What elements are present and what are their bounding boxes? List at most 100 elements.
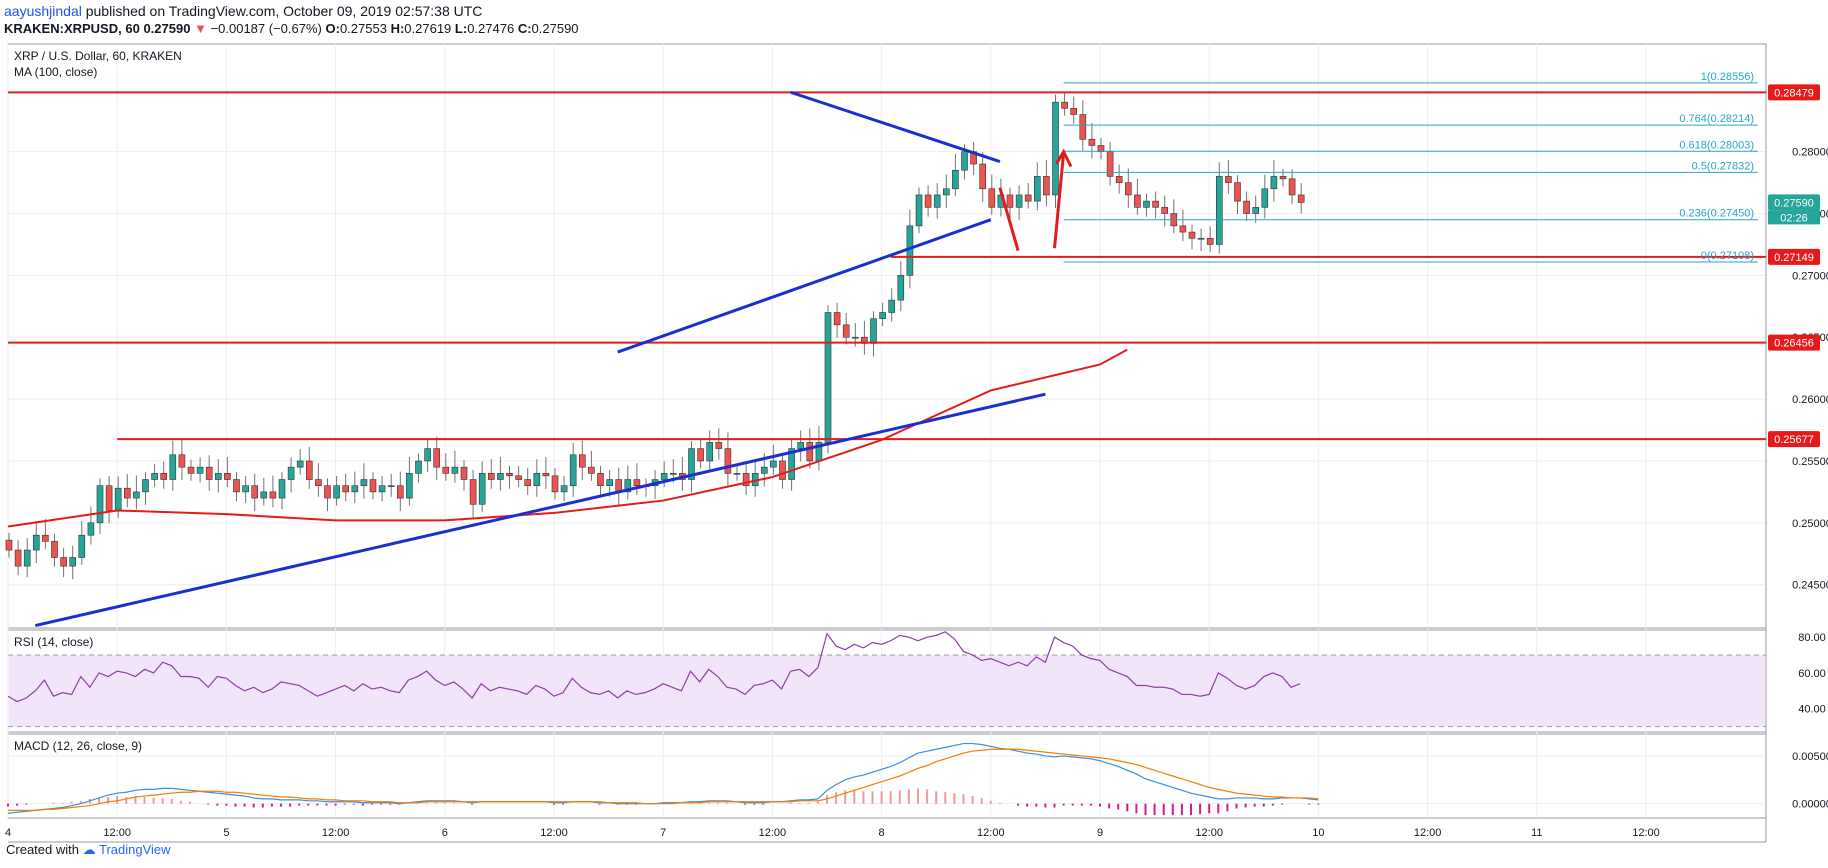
candle-down	[1116, 176, 1122, 182]
candle-down	[925, 195, 931, 207]
candle-up	[288, 467, 294, 479]
candle-down	[1180, 226, 1186, 232]
price-tag-label: 0.26456	[1774, 338, 1814, 350]
x-tick-label: 12:00	[103, 827, 131, 839]
candle-up	[962, 152, 968, 171]
candle-down	[488, 473, 494, 479]
y-tick-label: 0.25000	[1792, 518, 1828, 530]
candle-down	[834, 312, 840, 324]
candle-down	[716, 442, 722, 448]
candle-up	[943, 189, 949, 195]
candle-up	[379, 486, 385, 492]
price-tags: 0.28479 0.27590 0.27149 0.26456 0.25677 02:26	[1768, 84, 1820, 447]
candle-up	[661, 473, 667, 479]
candle-down	[980, 164, 986, 189]
candle-up	[361, 480, 367, 486]
footer: Created with ☁ TradingView	[6, 842, 171, 858]
candle-up	[170, 455, 176, 480]
candle-down	[698, 449, 704, 461]
candle-down	[1125, 183, 1131, 195]
candle-up	[561, 486, 567, 492]
candle-down	[1162, 207, 1168, 213]
ma-legend: MA (100, close)	[14, 65, 97, 79]
candle-up	[152, 473, 158, 479]
candle-down	[1025, 195, 1031, 201]
candle-down	[315, 480, 321, 486]
candle-down	[42, 535, 48, 541]
candle-down	[443, 467, 449, 473]
candle-up	[279, 480, 285, 499]
candle-down	[725, 449, 731, 474]
x-tick-label: 12:00	[1632, 827, 1660, 839]
x-tick-label: 10	[1312, 827, 1324, 839]
fib-label: 1(0.28556)	[1701, 71, 1754, 83]
candle-down	[1225, 176, 1231, 182]
candle-down	[1007, 195, 1013, 207]
x-tick-label: 12:00	[1414, 827, 1442, 839]
candle-up	[215, 473, 221, 479]
candle-up	[425, 449, 431, 461]
candle-down	[598, 473, 604, 485]
x-tick-label: 7	[660, 827, 666, 839]
candle-down	[224, 473, 230, 479]
candle-down	[461, 467, 467, 479]
candle-down	[1071, 108, 1077, 114]
candle-up	[79, 535, 85, 557]
macd-tick-label: 0.00500	[1792, 751, 1828, 763]
x-tick-label: 9	[1097, 827, 1103, 839]
candle-down	[343, 486, 349, 492]
candle-down	[252, 486, 258, 498]
x-tick-label: 5	[223, 827, 229, 839]
candle-up	[33, 535, 39, 550]
candle-up	[798, 442, 804, 448]
candle-up	[952, 170, 958, 189]
main-pane	[8, 44, 1766, 628]
candle-up	[1016, 195, 1022, 207]
candle-down	[1235, 183, 1241, 202]
candle-down	[579, 455, 585, 467]
candle-down	[588, 467, 594, 473]
rsi-tick-label: 60.00	[1798, 668, 1826, 680]
candle-down	[370, 480, 376, 492]
candle-down	[1043, 176, 1049, 195]
candle-down	[397, 486, 403, 498]
y-tick-label: 0.24500	[1792, 580, 1828, 592]
candle-down	[1289, 179, 1295, 195]
candle-up	[416, 461, 422, 473]
candle-up	[570, 455, 576, 486]
candle-up	[497, 473, 503, 479]
candle-down	[61, 557, 67, 566]
fib-label: 0.618(0.28003)	[1679, 139, 1754, 151]
tradingview-link[interactable]: TradingView	[99, 842, 171, 857]
price-tag-label: 0.27149	[1774, 252, 1814, 264]
candle-down	[1153, 201, 1159, 207]
candle-up	[534, 473, 540, 485]
candle-up	[297, 461, 303, 467]
rsi-tick-label: 40.00	[1798, 704, 1826, 716]
candle-up	[97, 486, 103, 523]
y-tick-label: 0.28000	[1792, 147, 1828, 159]
candle-up	[916, 195, 922, 226]
main-title: XRP / U.S. Dollar, 60, KRAKEN	[14, 49, 182, 63]
candle-down	[1080, 115, 1086, 140]
candle-up	[352, 486, 358, 492]
candle-up	[607, 480, 613, 486]
candle-up	[707, 442, 713, 461]
candle-down	[325, 486, 331, 498]
candle-up	[243, 486, 249, 492]
candle-down	[1207, 238, 1213, 244]
candle-up	[133, 492, 139, 498]
candle-up	[261, 492, 267, 498]
x-tick-label: 12:00	[322, 827, 350, 839]
candle-down	[161, 473, 167, 479]
price-tag-label: 0.28479	[1774, 87, 1814, 99]
fib-label: 0.764(0.28214)	[1679, 113, 1754, 125]
candle-up	[452, 467, 458, 473]
candle-up	[880, 312, 886, 318]
rsi-tick-label: 80.00	[1798, 632, 1826, 644]
candle-down	[306, 461, 312, 480]
candle-up	[825, 312, 831, 442]
candle-up	[388, 486, 394, 487]
candle-down	[989, 189, 995, 208]
